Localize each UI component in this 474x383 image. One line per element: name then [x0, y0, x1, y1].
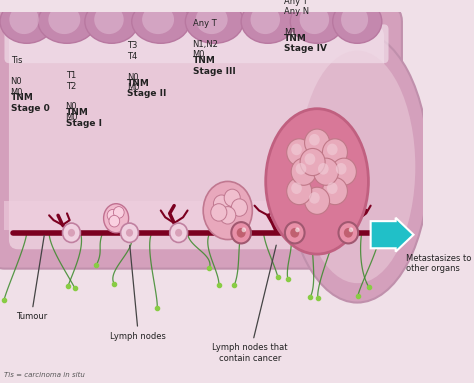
Circle shape [286, 223, 304, 242]
Text: Metastasizes to
other organs: Metastasizes to other organs [406, 254, 472, 273]
FancyBboxPatch shape [4, 25, 389, 63]
Circle shape [339, 223, 357, 242]
Text: TNM
Stage III: TNM Stage III [192, 56, 236, 76]
Ellipse shape [185, 0, 243, 43]
Circle shape [242, 228, 246, 232]
Text: T1
T2

N0
M0: T1 T2 N0 M0 [65, 71, 78, 122]
Text: Lymph nodes that
contain cancer: Lymph nodes that contain cancer [212, 245, 288, 363]
Ellipse shape [266, 109, 368, 254]
Circle shape [107, 210, 118, 221]
FancyBboxPatch shape [9, 26, 384, 249]
Text: Any T

N1,N2
M0: Any T N1,N2 M0 [192, 19, 219, 59]
Circle shape [68, 229, 75, 237]
Circle shape [287, 139, 312, 166]
Text: T3
T4

N0
M0: T3 T4 N0 M0 [127, 41, 139, 92]
Circle shape [231, 199, 247, 216]
Circle shape [327, 144, 337, 155]
Text: TNM
Stage I: TNM Stage I [65, 108, 101, 128]
Circle shape [318, 163, 328, 175]
Ellipse shape [300, 5, 329, 34]
Circle shape [296, 163, 306, 175]
Circle shape [345, 229, 352, 237]
Circle shape [336, 163, 346, 175]
Circle shape [63, 223, 81, 242]
Ellipse shape [251, 5, 280, 34]
Circle shape [305, 187, 329, 214]
Ellipse shape [0, 0, 54, 43]
Ellipse shape [94, 5, 124, 34]
Circle shape [291, 158, 316, 185]
Ellipse shape [290, 0, 344, 43]
Ellipse shape [196, 5, 228, 34]
Circle shape [305, 129, 329, 156]
Circle shape [295, 228, 300, 232]
Circle shape [213, 195, 229, 213]
Ellipse shape [48, 5, 80, 34]
Circle shape [349, 228, 353, 232]
Circle shape [331, 158, 356, 185]
Circle shape [291, 144, 302, 155]
Circle shape [211, 204, 227, 221]
Circle shape [224, 189, 240, 206]
Circle shape [291, 229, 298, 237]
Circle shape [338, 222, 358, 244]
Circle shape [285, 222, 305, 244]
FancyBboxPatch shape [0, 7, 402, 268]
Ellipse shape [341, 5, 368, 34]
Circle shape [327, 182, 337, 194]
Circle shape [344, 228, 353, 237]
Ellipse shape [299, 51, 415, 283]
Text: TNM
Stage 0: TNM Stage 0 [10, 93, 49, 113]
Circle shape [231, 222, 251, 244]
Circle shape [300, 149, 325, 175]
Circle shape [291, 182, 302, 194]
Circle shape [170, 223, 188, 242]
Circle shape [290, 228, 299, 237]
Text: Lymph nodes: Lymph nodes [110, 245, 166, 340]
Text: Tis = carcinoma in situ: Tis = carcinoma in situ [4, 372, 85, 378]
Circle shape [126, 229, 133, 237]
Ellipse shape [203, 182, 252, 239]
FancyBboxPatch shape [4, 201, 353, 230]
Ellipse shape [241, 0, 295, 43]
Circle shape [313, 158, 338, 185]
Circle shape [220, 206, 236, 224]
Ellipse shape [132, 0, 190, 43]
Ellipse shape [38, 0, 96, 43]
Circle shape [175, 229, 182, 237]
Circle shape [287, 178, 312, 205]
Circle shape [322, 178, 347, 205]
Circle shape [113, 206, 124, 218]
Text: TNM
Stage II: TNM Stage II [127, 79, 166, 98]
FancyArrow shape [371, 218, 413, 252]
Circle shape [109, 215, 119, 227]
Ellipse shape [9, 5, 39, 34]
Circle shape [305, 153, 315, 165]
Ellipse shape [142, 5, 174, 34]
Circle shape [309, 134, 320, 146]
Circle shape [120, 223, 138, 242]
Circle shape [322, 139, 347, 166]
Text: Tumour: Tumour [16, 236, 47, 321]
Ellipse shape [85, 0, 138, 43]
Text: TNM
Stage IV: TNM Stage IV [283, 34, 327, 54]
Ellipse shape [104, 204, 128, 233]
Circle shape [237, 229, 245, 237]
Circle shape [309, 192, 320, 204]
Text: Tis

N0
M0: Tis N0 M0 [10, 56, 23, 97]
Ellipse shape [286, 31, 428, 303]
Circle shape [232, 223, 250, 242]
Text: Any T
Any N

M1: Any T Any N M1 [283, 0, 309, 37]
Ellipse shape [333, 0, 382, 43]
Circle shape [237, 228, 246, 237]
